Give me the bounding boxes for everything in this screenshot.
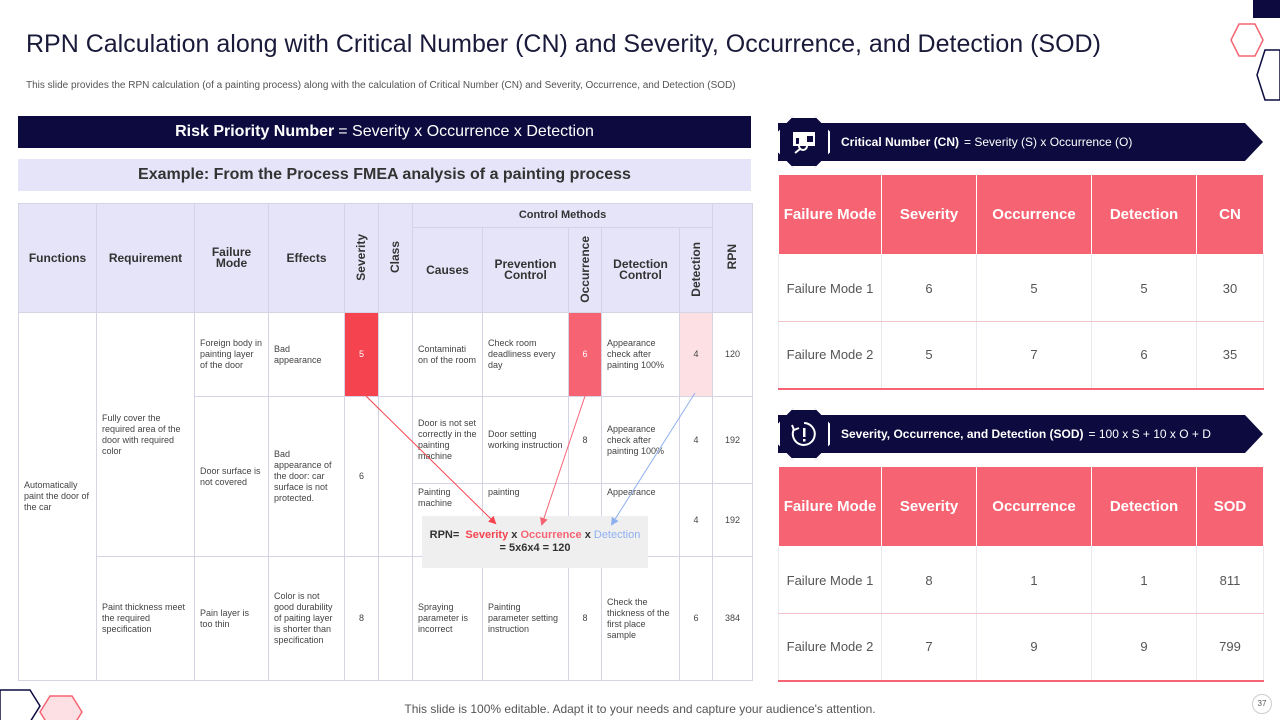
decorative-hexagons <box>1230 0 1280 101</box>
page-number: 37 <box>1252 694 1272 714</box>
detection-cell: 6 <box>678 556 714 681</box>
prevention-cell: Door setting working instruction <box>482 396 569 484</box>
table-row: Automatically paint the door of the car … <box>18 312 754 681</box>
header-severity: Severity <box>344 203 379 313</box>
rpn-formula-bold: Risk Priority Number <box>175 123 335 140</box>
causes-cell: Door is not set correctly in the paintin… <box>412 396 483 484</box>
causes-cell: Spraying parameter is incorrect <box>412 556 483 681</box>
rpn-formula-bar: Risk Priority Number = Severity x Occurre… <box>18 116 751 148</box>
header-occurrence: Occurrence <box>568 227 602 313</box>
table-row: Failure Mode 2 7 9 9 799 <box>778 613 1264 682</box>
header-class: Class <box>378 203 413 313</box>
sod-header: Occurrence <box>976 466 1092 547</box>
sod-header: SOD <box>1196 466 1264 547</box>
fmea-table: Functions Requirement Failure Mode Effec… <box>18 203 754 681</box>
severity-arrow <box>365 395 497 525</box>
severity-cell: 5 <box>344 312 379 397</box>
rpn-formula-rest: = Severity x Occurrence x Detection <box>338 123 594 140</box>
detection-control-cell: Appearance check after painting 100% <box>601 396 680 484</box>
failure-mode-cell: Door surface is not covered <box>194 396 269 557</box>
table-row: Paint thickness meet the required specif… <box>19 556 754 681</box>
sod-table: Failure Mode Severity Occurrence Detection S… <box>778 466 1264 682</box>
table-row: Failure Mode 2 5 7 6 35 <box>778 321 1264 390</box>
rpn-cell: 120 <box>712 312 754 397</box>
severity-cell: 6 <box>344 396 379 557</box>
detection-control-cell: Check the thickness of the first place s… <box>601 556 680 681</box>
sod-header: Detection <box>1091 466 1197 547</box>
cn-header: Failure Mode <box>778 174 882 255</box>
example-heading: Example: From the Process FMEA analysis … <box>18 159 751 191</box>
effects-cell: Bad appearance of the door: car surface … <box>268 396 345 557</box>
rpn-cell: 192 <box>712 396 754 484</box>
failure-mode-cell: Foreign body in painting layer of the do… <box>194 312 269 397</box>
header-detection: Detection <box>678 227 714 313</box>
footer-note: This slide is 100% editable. Adapt it to… <box>404 702 876 716</box>
occurrence-cell: 8 <box>568 556 602 681</box>
sod-formula-banner: Severity, Occurrence, and Detection (SOD… <box>778 415 1263 453</box>
header-prevention: Prevention Control <box>482 227 569 313</box>
page-title: RPN Calculation along with Critical Numb… <box>26 30 1101 58</box>
detection-cell: 4 <box>678 483 714 557</box>
alert-refresh-icon <box>778 408 830 460</box>
cn-header: Detection <box>1091 174 1197 255</box>
prevention-cell: Check room deadliness every day <box>482 312 569 397</box>
rpn-result: = 5x6x4 = 120 <box>499 542 571 554</box>
page-subtitle: This slide provides the RPN calculation … <box>26 80 736 91</box>
cn-header: Occurrence <box>976 174 1092 255</box>
sod-header: Severity <box>881 466 977 547</box>
decorative-hexagons-bottom <box>0 689 83 720</box>
requirement-cell: Fully cover the required area of the doo… <box>96 312 195 557</box>
cn-formula-banner: Critical Number (CN) = Severity (S) x Occ… <box>778 123 1263 161</box>
table-row: Failure Mode 1 8 1 1 811 <box>778 546 1264 614</box>
sod-header: Failure Mode <box>778 466 882 547</box>
cn-header: CN <box>1196 174 1264 255</box>
cn-table: Failure Mode Severity Occurrence Detection C… <box>778 174 1264 390</box>
rpn-callout: RPN= Severity x Occurrence x Detection =… <box>422 516 648 568</box>
causes-cell: Contaminati on of the room <box>412 312 483 397</box>
class-cell <box>378 396 413 557</box>
effects-cell: Color is not good durability of paiting … <box>268 556 345 681</box>
effects-cell: Bad appearance <box>268 312 345 397</box>
occurrence-cell: 6 <box>568 312 602 397</box>
cn-header: Severity <box>881 174 977 255</box>
header-failure-mode: Failure Mode <box>194 203 269 313</box>
table-row: Door surface is not covered Bad appearan… <box>19 396 754 557</box>
header-rpn: RPN <box>712 203 754 313</box>
detection-cell: 4 <box>678 396 714 484</box>
detection-cell: 4 <box>678 312 714 397</box>
table-row: Failure Mode 1 6 5 5 30 <box>778 254 1264 322</box>
presentation-analytics-icon <box>778 116 830 168</box>
rpn-cell: 384 <box>712 556 754 681</box>
header-requirement: Requirement <box>96 203 195 313</box>
detection-arrow <box>610 392 696 526</box>
occurrence-cell: 8 <box>568 396 602 484</box>
severity-cell: 8 <box>344 556 379 681</box>
header-causes: Causes <box>412 227 483 313</box>
failure-mode-cell: Pain layer is too thin <box>194 556 269 681</box>
header-effects: Effects <box>268 203 345 313</box>
occurrence-arrow <box>540 395 586 526</box>
rpn-cell: 192 <box>712 483 754 557</box>
